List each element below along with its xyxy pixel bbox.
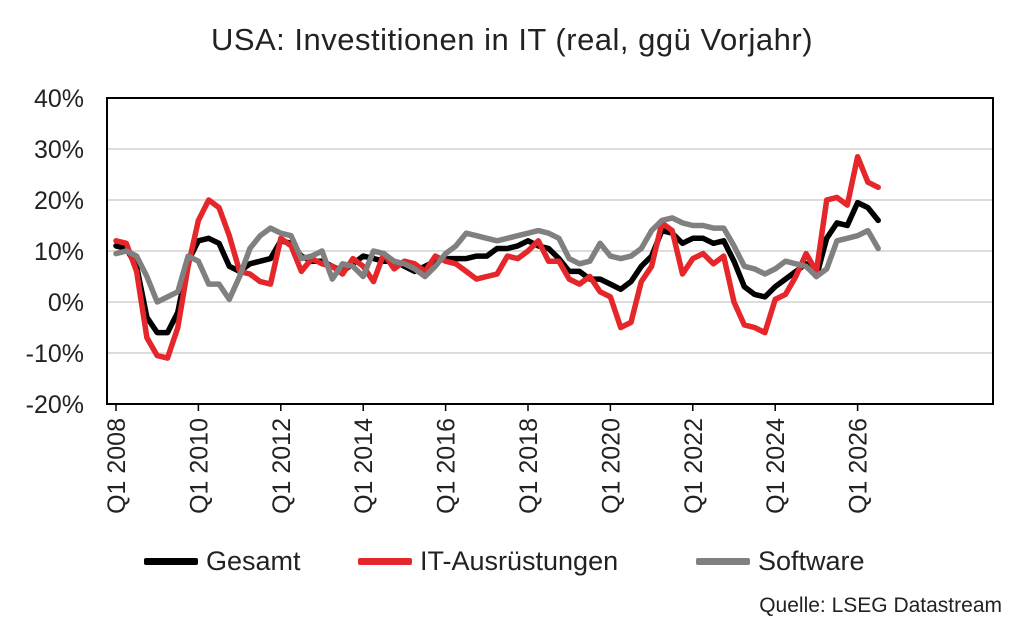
x-tick-label: Q1 2016 — [433, 418, 461, 514]
plot-frame — [106, 97, 994, 405]
x-tick-label: Q1 2026 — [845, 418, 873, 514]
series-line-it-ausruestungen — [113, 153, 881, 361]
x-tick-label: Q1 2020 — [597, 418, 625, 514]
x-tick-label: Q1 2010 — [185, 418, 213, 514]
y-tick-label: 40% — [34, 85, 84, 113]
chart-title: USA: Investitionen in IT (real, ggü Vorj… — [210, 22, 814, 57]
source-note: Quelle: LSEG Datastream — [759, 594, 1002, 617]
legend-label-it-ausruestungen: IT-Ausrüstungen — [420, 546, 619, 576]
y-tick-label: 0% — [48, 289, 84, 317]
y-tick-label: 10% — [34, 238, 84, 266]
series-line-software — [113, 215, 881, 305]
legend: Gesamt IT-Ausrüstungen Software — [0, 546, 1024, 586]
series-line-gesamt — [113, 199, 881, 336]
y-tick-label: -10% — [26, 340, 84, 368]
x-tick-label: Q1 2018 — [515, 418, 543, 514]
legend-label-gesamt: Gesamt — [206, 546, 301, 576]
legend-item-software: Software — [696, 546, 865, 577]
legend-item-gesamt: Gesamt — [144, 546, 301, 577]
x-tick-label: Q1 2014 — [350, 418, 378, 514]
x-tick-label: Q1 2022 — [680, 418, 708, 514]
legend-swatch-software — [696, 558, 750, 565]
legend-item-it-ausruestungen: IT-Ausrüstungen — [358, 546, 618, 577]
y-tick-label: 30% — [34, 136, 84, 164]
y-axis-ticks: -20% -10% 0% 10% 20% 30% 40% — [26, 85, 84, 419]
y-tick-label: 20% — [34, 187, 84, 215]
legend-swatch-it-ausruestungen — [358, 558, 412, 565]
series-layer — [113, 153, 881, 361]
x-tick-label: Q1 2012 — [268, 418, 296, 514]
legend-label-software: Software — [758, 546, 865, 576]
y-tick-label: -20% — [26, 391, 84, 419]
x-tick-label: Q1 2024 — [762, 418, 790, 514]
legend-swatch-gesamt — [144, 558, 198, 565]
x-tick-label: Q1 2008 — [103, 418, 131, 514]
x-axis-ticks: Q1 2008 Q1 2010 Q1 2012 Q1 2014 Q1 2016 Q1 20… — [103, 404, 873, 514]
